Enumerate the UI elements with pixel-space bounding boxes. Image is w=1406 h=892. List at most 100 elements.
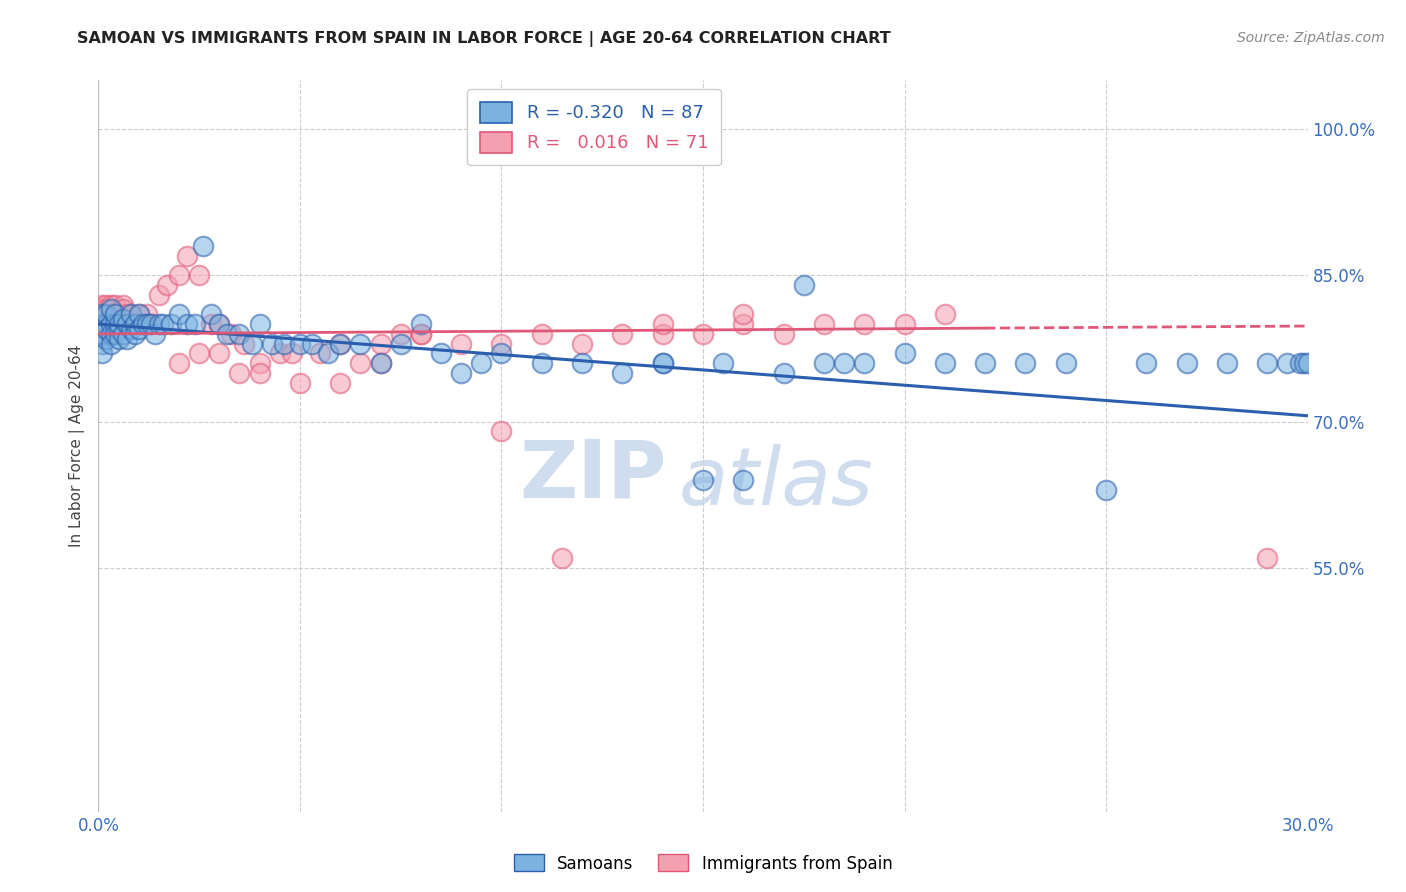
- Point: [148, 317, 170, 331]
- Point: [409, 326, 432, 341]
- Point: [772, 326, 794, 341]
- Point: [370, 356, 392, 370]
- Point: [651, 317, 673, 331]
- Point: [96, 307, 118, 321]
- Point: [96, 317, 118, 331]
- Point: [100, 317, 122, 331]
- Point: [571, 336, 593, 351]
- Point: [111, 297, 134, 311]
- Point: [132, 317, 155, 331]
- Point: [103, 326, 125, 341]
- Point: [96, 297, 118, 311]
- Point: [249, 356, 271, 370]
- Point: [100, 302, 122, 317]
- Point: [103, 307, 125, 321]
- Point: [249, 366, 271, 380]
- Point: [96, 317, 118, 331]
- Point: [409, 326, 432, 341]
- Point: [288, 376, 311, 390]
- Point: [217, 326, 239, 341]
- Point: [893, 317, 915, 331]
- Point: [208, 317, 231, 331]
- Point: [316, 346, 339, 360]
- Point: [107, 317, 129, 331]
- Point: [100, 326, 122, 341]
- Point: [349, 336, 371, 351]
- Point: [176, 249, 198, 263]
- Point: [91, 307, 114, 321]
- Point: [160, 317, 183, 331]
- Point: [1216, 356, 1239, 370]
- Point: [893, 346, 915, 360]
- Point: [974, 356, 997, 370]
- Point: [167, 307, 190, 321]
- Point: [288, 336, 311, 351]
- Point: [260, 336, 283, 351]
- Point: [470, 356, 492, 370]
- Point: [733, 317, 755, 331]
- Point: [91, 297, 114, 311]
- Point: [551, 551, 574, 566]
- Point: [853, 317, 876, 331]
- Point: [711, 356, 734, 370]
- Point: [1175, 356, 1198, 370]
- Point: [107, 322, 129, 336]
- Point: [124, 317, 146, 331]
- Point: [430, 346, 453, 360]
- Point: [100, 317, 122, 331]
- Point: [228, 326, 250, 341]
- Point: [100, 336, 122, 351]
- Point: [115, 307, 138, 321]
- Point: [329, 376, 352, 390]
- Point: [269, 346, 291, 360]
- Point: [91, 326, 114, 341]
- Point: [281, 346, 304, 360]
- Point: [91, 346, 114, 360]
- Point: [115, 317, 138, 331]
- Point: [100, 307, 122, 321]
- Point: [389, 336, 412, 351]
- Point: [329, 336, 352, 351]
- Point: [111, 302, 134, 317]
- Point: [107, 317, 129, 331]
- Point: [111, 326, 134, 341]
- Point: [1256, 551, 1278, 566]
- Point: [91, 302, 114, 317]
- Point: [1277, 356, 1299, 370]
- Point: [692, 326, 714, 341]
- Point: [370, 336, 392, 351]
- Point: [107, 332, 129, 346]
- Point: [651, 356, 673, 370]
- Point: [450, 366, 472, 380]
- Point: [100, 297, 122, 311]
- Point: [309, 346, 332, 360]
- Point: [139, 317, 162, 331]
- Point: [115, 317, 138, 331]
- Point: [103, 317, 125, 331]
- Point: [96, 332, 118, 346]
- Point: [612, 326, 634, 341]
- Point: [389, 326, 412, 341]
- Point: [96, 322, 118, 336]
- Point: [128, 322, 150, 336]
- Point: [167, 356, 190, 370]
- Point: [530, 326, 553, 341]
- Point: [232, 336, 254, 351]
- Point: [143, 326, 166, 341]
- Point: [301, 336, 323, 351]
- Point: [132, 317, 155, 331]
- Point: [115, 332, 138, 346]
- Point: [200, 317, 222, 331]
- Point: [832, 356, 855, 370]
- Point: [1135, 356, 1157, 370]
- Text: SAMOAN VS IMMIGRANTS FROM SPAIN IN LABOR FORCE | AGE 20-64 CORRELATION CHART: SAMOAN VS IMMIGRANTS FROM SPAIN IN LABOR…: [77, 31, 891, 47]
- Point: [1014, 356, 1036, 370]
- Point: [228, 366, 250, 380]
- Point: [450, 336, 472, 351]
- Point: [409, 317, 432, 331]
- Point: [107, 307, 129, 321]
- Point: [733, 473, 755, 487]
- Point: [273, 336, 295, 351]
- Point: [148, 288, 170, 302]
- Point: [111, 312, 134, 326]
